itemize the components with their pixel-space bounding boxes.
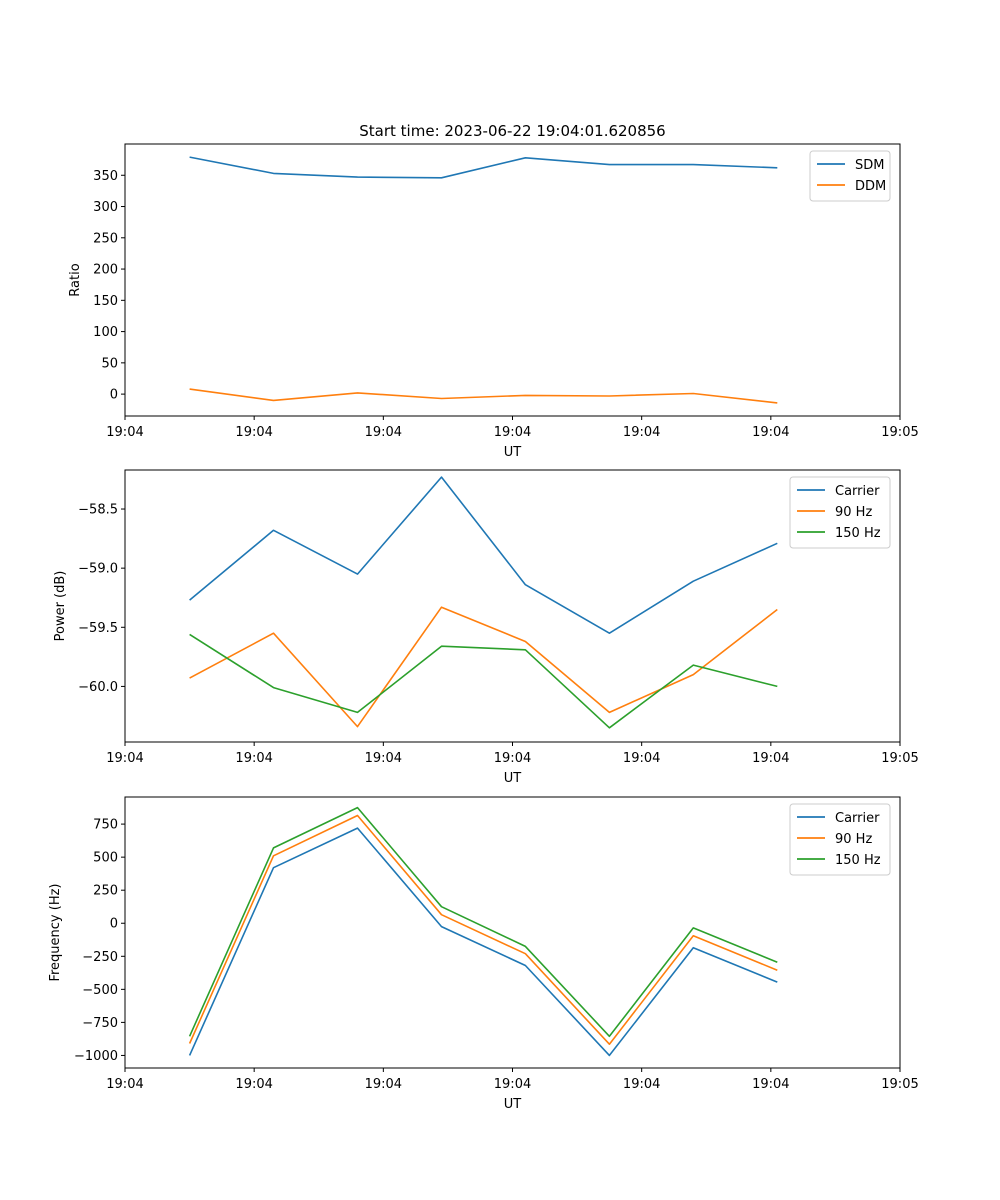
x-tick-label: 19:04 xyxy=(623,751,660,766)
series-line-150-hz xyxy=(188,806,778,1038)
x-tick-label: 19:04 xyxy=(235,425,272,440)
series-line-carrier xyxy=(189,476,778,635)
x-tick-label: 19:04 xyxy=(365,1077,402,1092)
chart-title: Start time: 2023-06-22 19:04:01.620856 xyxy=(359,122,665,140)
ratio-panel: 0 50 100 150 200 250 300 350 19:04 19:04 19:04 19:0… xyxy=(68,143,919,460)
series-line-ddm xyxy=(189,388,778,404)
series-line-150-hz xyxy=(189,633,778,729)
y-tick-label: 300 xyxy=(93,200,118,215)
x-axis-label: UT xyxy=(504,445,522,460)
legend-label: 150 Hz xyxy=(835,853,881,868)
y-tick-label: 200 xyxy=(93,263,118,278)
series-line-carrier xyxy=(188,827,778,1057)
y-tick-label: −59.5 xyxy=(78,621,118,636)
series-line-90-hz xyxy=(188,814,778,1045)
series-line-90-hz xyxy=(189,606,778,728)
y-tick-label: 100 xyxy=(93,325,118,340)
y-tick-label: 250 xyxy=(93,231,118,246)
axes-frame xyxy=(124,143,901,417)
x-tick-label: 19:04 xyxy=(494,751,531,766)
legend: Carrier 90 Hz 150 Hz xyxy=(789,476,891,549)
x-tick-label: 19:04 xyxy=(235,751,272,766)
x-tick-label: 19:04 xyxy=(752,425,789,440)
y-tick-label: 150 xyxy=(93,294,118,309)
x-tick-label: 19:05 xyxy=(881,425,918,440)
legend-label: Carrier xyxy=(835,811,880,826)
y-tick-label: 500 xyxy=(93,851,118,866)
x-tick-label: 19:04 xyxy=(623,1077,660,1092)
legend-label: 150 Hz xyxy=(835,526,881,541)
y-tick-label: −58.5 xyxy=(78,503,118,518)
power-panel: −60.0 −59.5 −59.0 −58.5 19:04 19:04 19:04 19:04… xyxy=(53,469,919,786)
legend: SDM DDM xyxy=(809,150,891,202)
legend: Carrier 90 Hz 150 Hz xyxy=(789,803,891,876)
x-tick-label: 19:04 xyxy=(365,425,402,440)
legend-box xyxy=(789,476,891,549)
y-tick-label: 0 xyxy=(110,388,118,403)
y-tick-label: −59.0 xyxy=(78,562,118,577)
x-tick-label: 19:04 xyxy=(106,1077,143,1092)
x-axis-label: UT xyxy=(504,1097,522,1112)
y-tick-label: 250 xyxy=(93,884,118,899)
y-tick-label: −1000 xyxy=(74,1049,118,1064)
x-tick-label: 19:04 xyxy=(752,1077,789,1092)
legend-label: 90 Hz xyxy=(835,505,872,520)
y-tick-label: 0 xyxy=(110,917,118,932)
y-tick-label: −250 xyxy=(82,950,118,965)
series-line-sdm xyxy=(189,156,778,179)
y-tick-label: −750 xyxy=(82,1016,118,1031)
x-axis-label: UT xyxy=(504,771,522,786)
axes-frame xyxy=(124,796,901,1069)
x-tick-label: 19:04 xyxy=(494,1077,531,1092)
x-tick-label: 19:04 xyxy=(106,425,143,440)
x-tick-label: 19:04 xyxy=(235,1077,272,1092)
axes-frame xyxy=(124,469,901,743)
y-tick-label: 750 xyxy=(93,818,118,833)
x-tick-label: 19:04 xyxy=(752,751,789,766)
x-tick-label: 19:05 xyxy=(881,751,918,766)
y-axis-label: Ratio xyxy=(68,263,83,296)
y-axis-label: Frequency (Hz) xyxy=(48,883,63,981)
legend-label: Carrier xyxy=(835,484,880,499)
x-tick-label: 19:04 xyxy=(106,751,143,766)
y-axis-label: Power (dB) xyxy=(53,571,68,642)
legend-box xyxy=(789,803,891,876)
x-tick-label: 19:04 xyxy=(494,425,531,440)
x-tick-label: 19:04 xyxy=(623,425,660,440)
frequency-panel: −1000 −750 −500 −250 0 250 500 750 19:04 19:04 19:… xyxy=(48,796,919,1112)
y-tick-label: 50 xyxy=(101,356,118,371)
legend-label: SDM xyxy=(855,158,884,173)
y-tick-label: −60.0 xyxy=(78,680,118,695)
x-tick-label: 19:05 xyxy=(881,1077,918,1092)
y-tick-label: 350 xyxy=(93,169,118,184)
legend-label: DDM xyxy=(855,179,886,194)
x-tick-label: 19:04 xyxy=(365,751,402,766)
y-tick-label: −500 xyxy=(82,983,118,998)
legend-label: 90 Hz xyxy=(835,832,872,847)
